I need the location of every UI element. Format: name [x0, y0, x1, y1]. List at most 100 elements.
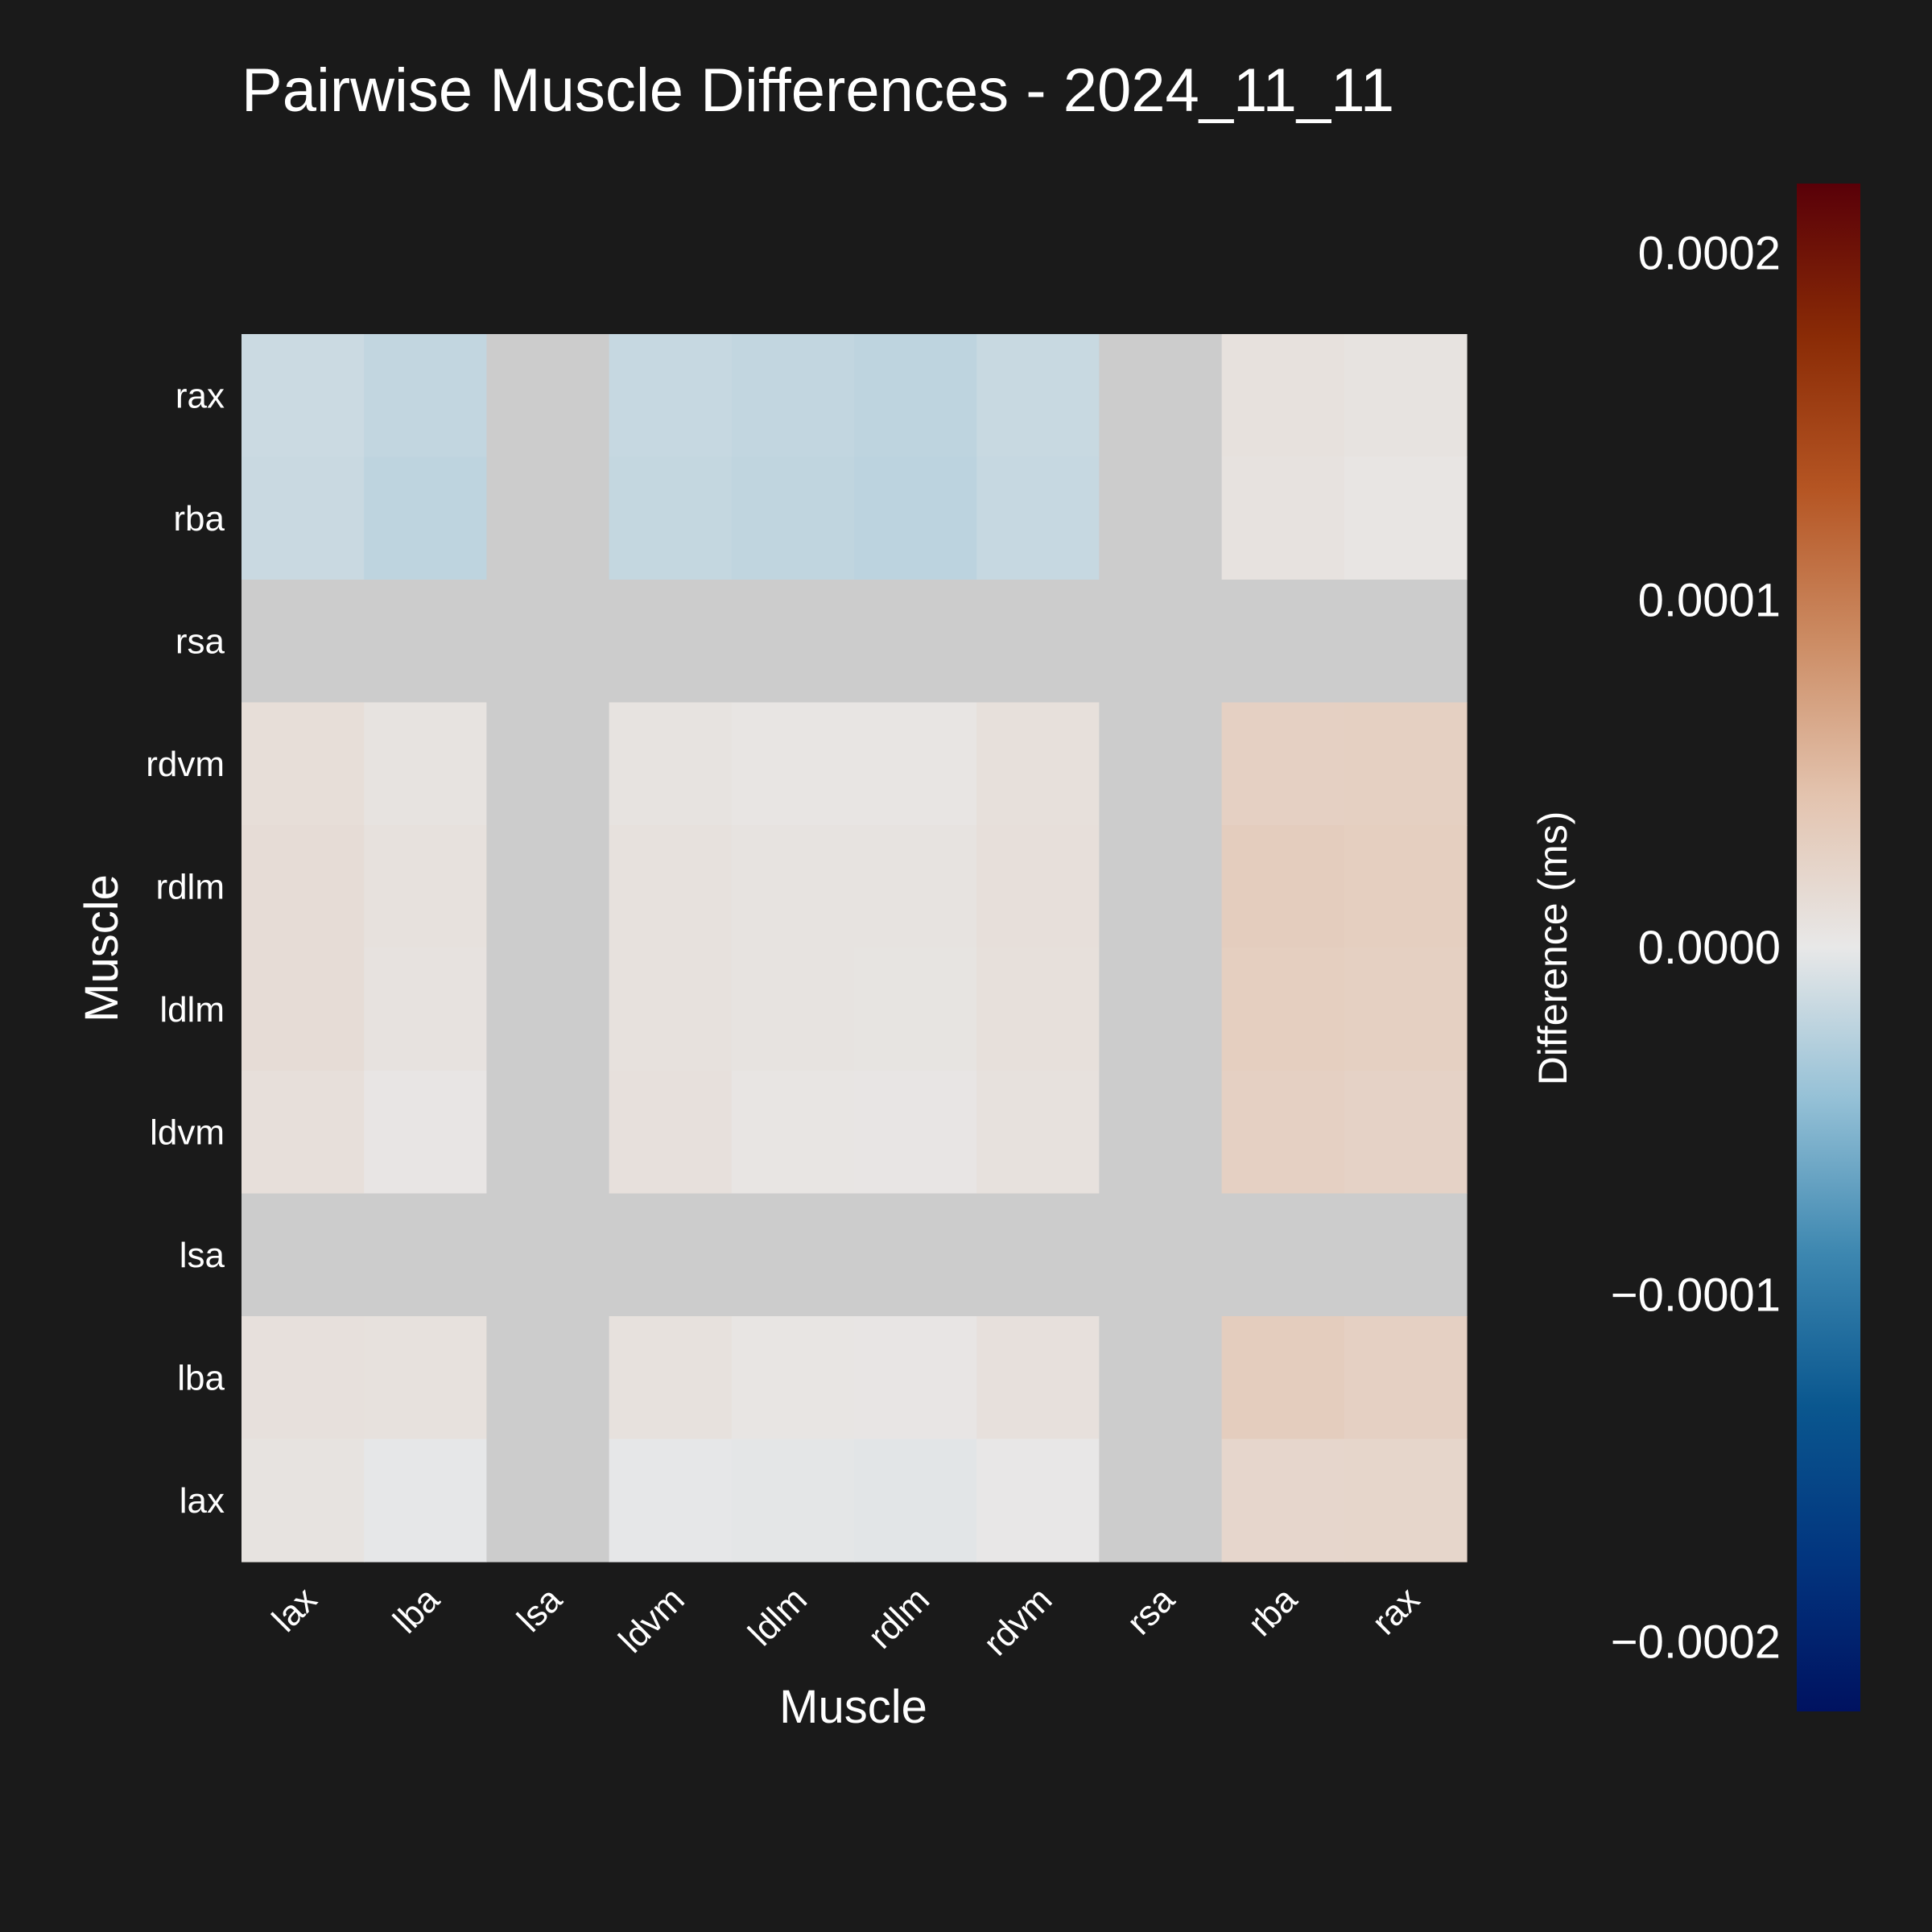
heatmap-cell [364, 456, 487, 580]
heatmap-cell [609, 702, 733, 826]
heatmap-cell [609, 825, 733, 949]
heatmap-cell [364, 334, 487, 458]
heatmap-cell [1221, 947, 1345, 1071]
heatmap-cell [1099, 334, 1223, 458]
heatmap-cell [364, 1316, 487, 1440]
heatmap-cell [1221, 1439, 1345, 1563]
heatmap-cell [1221, 1193, 1345, 1317]
heatmap-cell [976, 1439, 1100, 1563]
heatmap-cell [976, 456, 1100, 580]
heatmap-cell [486, 1193, 610, 1317]
heatmap-cell [976, 947, 1100, 1071]
heatmap-cell [609, 456, 733, 580]
heatmap-cell [854, 456, 977, 580]
heatmap-cell [976, 702, 1100, 826]
heatmap-cell [486, 947, 610, 1071]
colorbar-tick-label: 0.0002 [1638, 227, 1781, 279]
heatmap-cell [242, 947, 365, 1071]
colorbar-tick-label: −0.0002 [1611, 1616, 1781, 1669]
heatmap-cell [854, 1193, 977, 1317]
heatmap-cell [731, 702, 855, 826]
y-tick-label: rsa [175, 621, 225, 661]
heatmap-cell [1221, 456, 1345, 580]
heatmap-cell [1344, 1439, 1468, 1563]
heatmap-cell [609, 334, 733, 458]
heatmap-cell [486, 1439, 610, 1563]
heatmap-cell [609, 1193, 733, 1317]
heatmap-cell [731, 947, 855, 1071]
heatmap-cell [486, 456, 610, 580]
heatmap-cell [1344, 1071, 1468, 1195]
heatmap-cell [364, 825, 487, 949]
heatmap-cell [1099, 702, 1223, 826]
heatmap-cell [976, 334, 1100, 458]
heatmap-cell [486, 702, 610, 826]
heatmap-cell [976, 1071, 1100, 1195]
heatmap-cell [731, 1316, 855, 1440]
heatmap-cell [1221, 334, 1345, 458]
heatmap-cell [731, 1193, 855, 1317]
heatmap-cell [1344, 702, 1468, 826]
y-tick-label: rdlm [155, 867, 225, 906]
heatmap-cell [1099, 456, 1223, 580]
y-tick-label: ldvm [150, 1113, 225, 1152]
heatmap-cell [731, 1439, 855, 1563]
heatmap-cell [242, 1071, 365, 1195]
heatmap-cell [854, 334, 977, 458]
heatmap-cells [242, 334, 1468, 1563]
y-tick-label: rax [175, 376, 225, 415]
y-tick-label: ldlm [159, 990, 225, 1030]
heatmap-cell [854, 1071, 977, 1195]
heatmap-cell [1344, 580, 1468, 704]
heatmap-cell [364, 1193, 487, 1317]
heatmap-cell [364, 947, 487, 1071]
heatmap-cell [242, 1316, 365, 1440]
heatmap-cell [1221, 1316, 1345, 1440]
heatmap-cell [976, 1193, 1100, 1317]
heatmap-cell [731, 456, 855, 580]
heatmap-cell [731, 580, 855, 704]
heatmap-cell [854, 702, 977, 826]
heatmap-cell [1099, 1071, 1223, 1195]
heatmap-cell [609, 1439, 733, 1563]
heatmap-cell [242, 334, 365, 458]
heatmap-cell [1221, 1071, 1345, 1195]
colorbar-tick-label: 0.0001 [1638, 575, 1781, 627]
chart-title: Pairwise Muscle Differences - 2024_11_11 [242, 56, 1394, 125]
colorbar-tick-label: −0.0001 [1611, 1269, 1781, 1321]
heatmap-cell [1344, 334, 1468, 458]
heatmap-cell [486, 334, 610, 458]
heatmap-cell [242, 456, 365, 580]
heatmap-cell [609, 1316, 733, 1440]
colorbar-tick-label: 0.0000 [1638, 922, 1781, 974]
heatmap-cell [1344, 1193, 1468, 1317]
heatmap-cell [609, 580, 733, 704]
heatmap-cell [364, 580, 487, 704]
colorbar-tick-labels: 0.0002 0.0001 0.0000 −0.0001 −0.0002 [1611, 227, 1781, 1668]
heatmap-cell [242, 1193, 365, 1317]
heatmap-cell [1344, 1316, 1468, 1440]
heatmap-cell [1344, 456, 1468, 580]
heatmap-cell [731, 825, 855, 949]
colorbar [1797, 184, 1860, 1711]
heatmap-cell [731, 1071, 855, 1195]
heatmap-cell [1344, 825, 1468, 949]
heatmap-cell [854, 947, 977, 1071]
y-tick-label: rdvm [146, 745, 225, 784]
heatmap-cell [242, 580, 365, 704]
x-axis-label: Muscle [779, 1681, 927, 1733]
heatmap-cell [976, 580, 1100, 704]
heatmap-cell [1099, 1316, 1223, 1440]
y-tick-label: lba [177, 1358, 225, 1397]
heatmap-cell [609, 1071, 733, 1195]
heatmap-cell [854, 825, 977, 949]
heatmap-cell [1099, 1193, 1223, 1317]
y-tick-label: rba [173, 499, 225, 539]
heatmap-cell [1221, 825, 1345, 949]
heatmap-cell [1099, 825, 1223, 949]
y-tick-label: lax [180, 1481, 225, 1521]
heatmap-cell [854, 1316, 977, 1440]
heatmap-cell [242, 1439, 365, 1563]
heatmap-cell [976, 825, 1100, 949]
